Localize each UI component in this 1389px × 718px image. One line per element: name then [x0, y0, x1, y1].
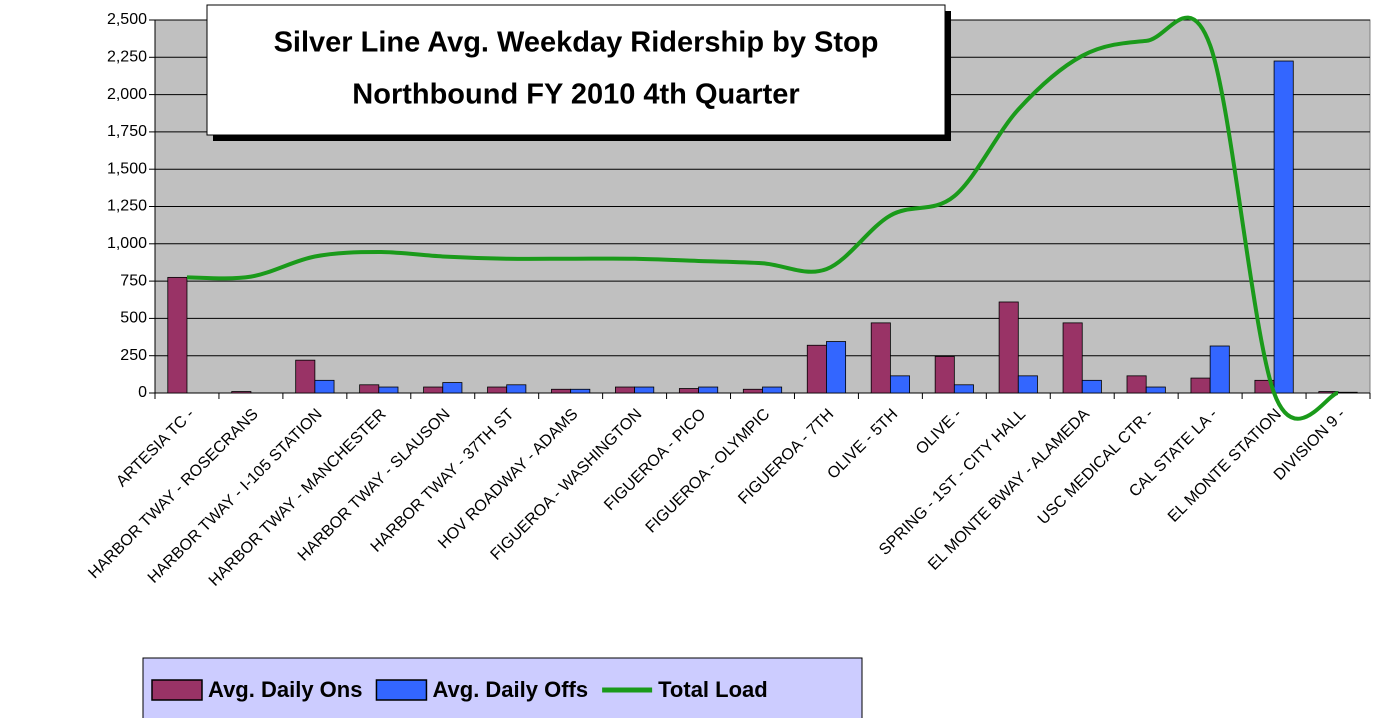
- y-tick-label: 750: [120, 272, 147, 289]
- bar: [953, 384, 974, 394]
- bar: [678, 388, 699, 394]
- bar: [487, 386, 508, 394]
- bar: [742, 388, 763, 394]
- bar: [231, 391, 252, 394]
- bar: [870, 322, 891, 394]
- bar: [1209, 345, 1230, 394]
- x-tick-label: EL MONTE STATION: [1165, 406, 1285, 526]
- bar: [378, 386, 399, 394]
- bar: [314, 379, 335, 394]
- y-tick-label: 1,000: [107, 235, 147, 252]
- bar: [359, 384, 380, 394]
- y-tick-label: 2,500: [107, 11, 147, 28]
- legend-swatch: [151, 679, 203, 701]
- x-tick-label: OLIVE -: [913, 406, 965, 458]
- bar: [506, 384, 527, 394]
- bar: [295, 359, 316, 394]
- bar: [1145, 386, 1166, 394]
- line: [186, 15, 1339, 421]
- bar: [1017, 375, 1038, 394]
- legend-label: Avg. Daily Offs: [432, 677, 588, 702]
- bar: [1081, 379, 1102, 394]
- y-tick-label: 250: [120, 347, 147, 364]
- bar: [1126, 375, 1147, 394]
- y-tick-label: 500: [120, 310, 147, 327]
- y-tick-label: 2,250: [107, 49, 147, 66]
- bar: [889, 375, 910, 394]
- y-tick-label: 0: [138, 384, 147, 401]
- legend-swatch: [375, 679, 428, 701]
- bar: [615, 386, 636, 394]
- legend-label: Avg. Daily Ons: [208, 677, 362, 702]
- bar: [634, 386, 655, 394]
- y-tick-label: 2,000: [107, 86, 147, 103]
- chart-subtitle: Northbound FY 2010 4th Quarter: [352, 79, 799, 111]
- bar: [167, 276, 188, 394]
- bar: [570, 388, 591, 394]
- bar: [934, 356, 955, 394]
- bar: [1337, 391, 1358, 394]
- x-tick-label: FIGUEROA - OLYMPIC: [643, 406, 774, 537]
- y-tick-label: 1,250: [107, 198, 147, 215]
- bar: [1062, 322, 1083, 394]
- bar: [998, 301, 1019, 394]
- bar: [698, 386, 719, 394]
- bar: [442, 382, 463, 394]
- bar: [423, 386, 444, 394]
- chart-title: Silver Line Avg. Weekday Ridership by St…: [274, 27, 879, 59]
- bar: [826, 341, 847, 394]
- bar: [806, 344, 827, 394]
- bar: [551, 388, 572, 394]
- title-box: [206, 4, 946, 136]
- bar: [1273, 60, 1294, 394]
- legend: [142, 657, 863, 718]
- y-tick-label: 1,750: [107, 123, 147, 140]
- y-tick-label: 1,500: [107, 160, 147, 177]
- bar: [1190, 377, 1211, 394]
- bar: [762, 386, 783, 394]
- x-tick-label: USC MEDICAL CTR -: [1035, 406, 1157, 528]
- legend-label: Total Load: [658, 677, 768, 702]
